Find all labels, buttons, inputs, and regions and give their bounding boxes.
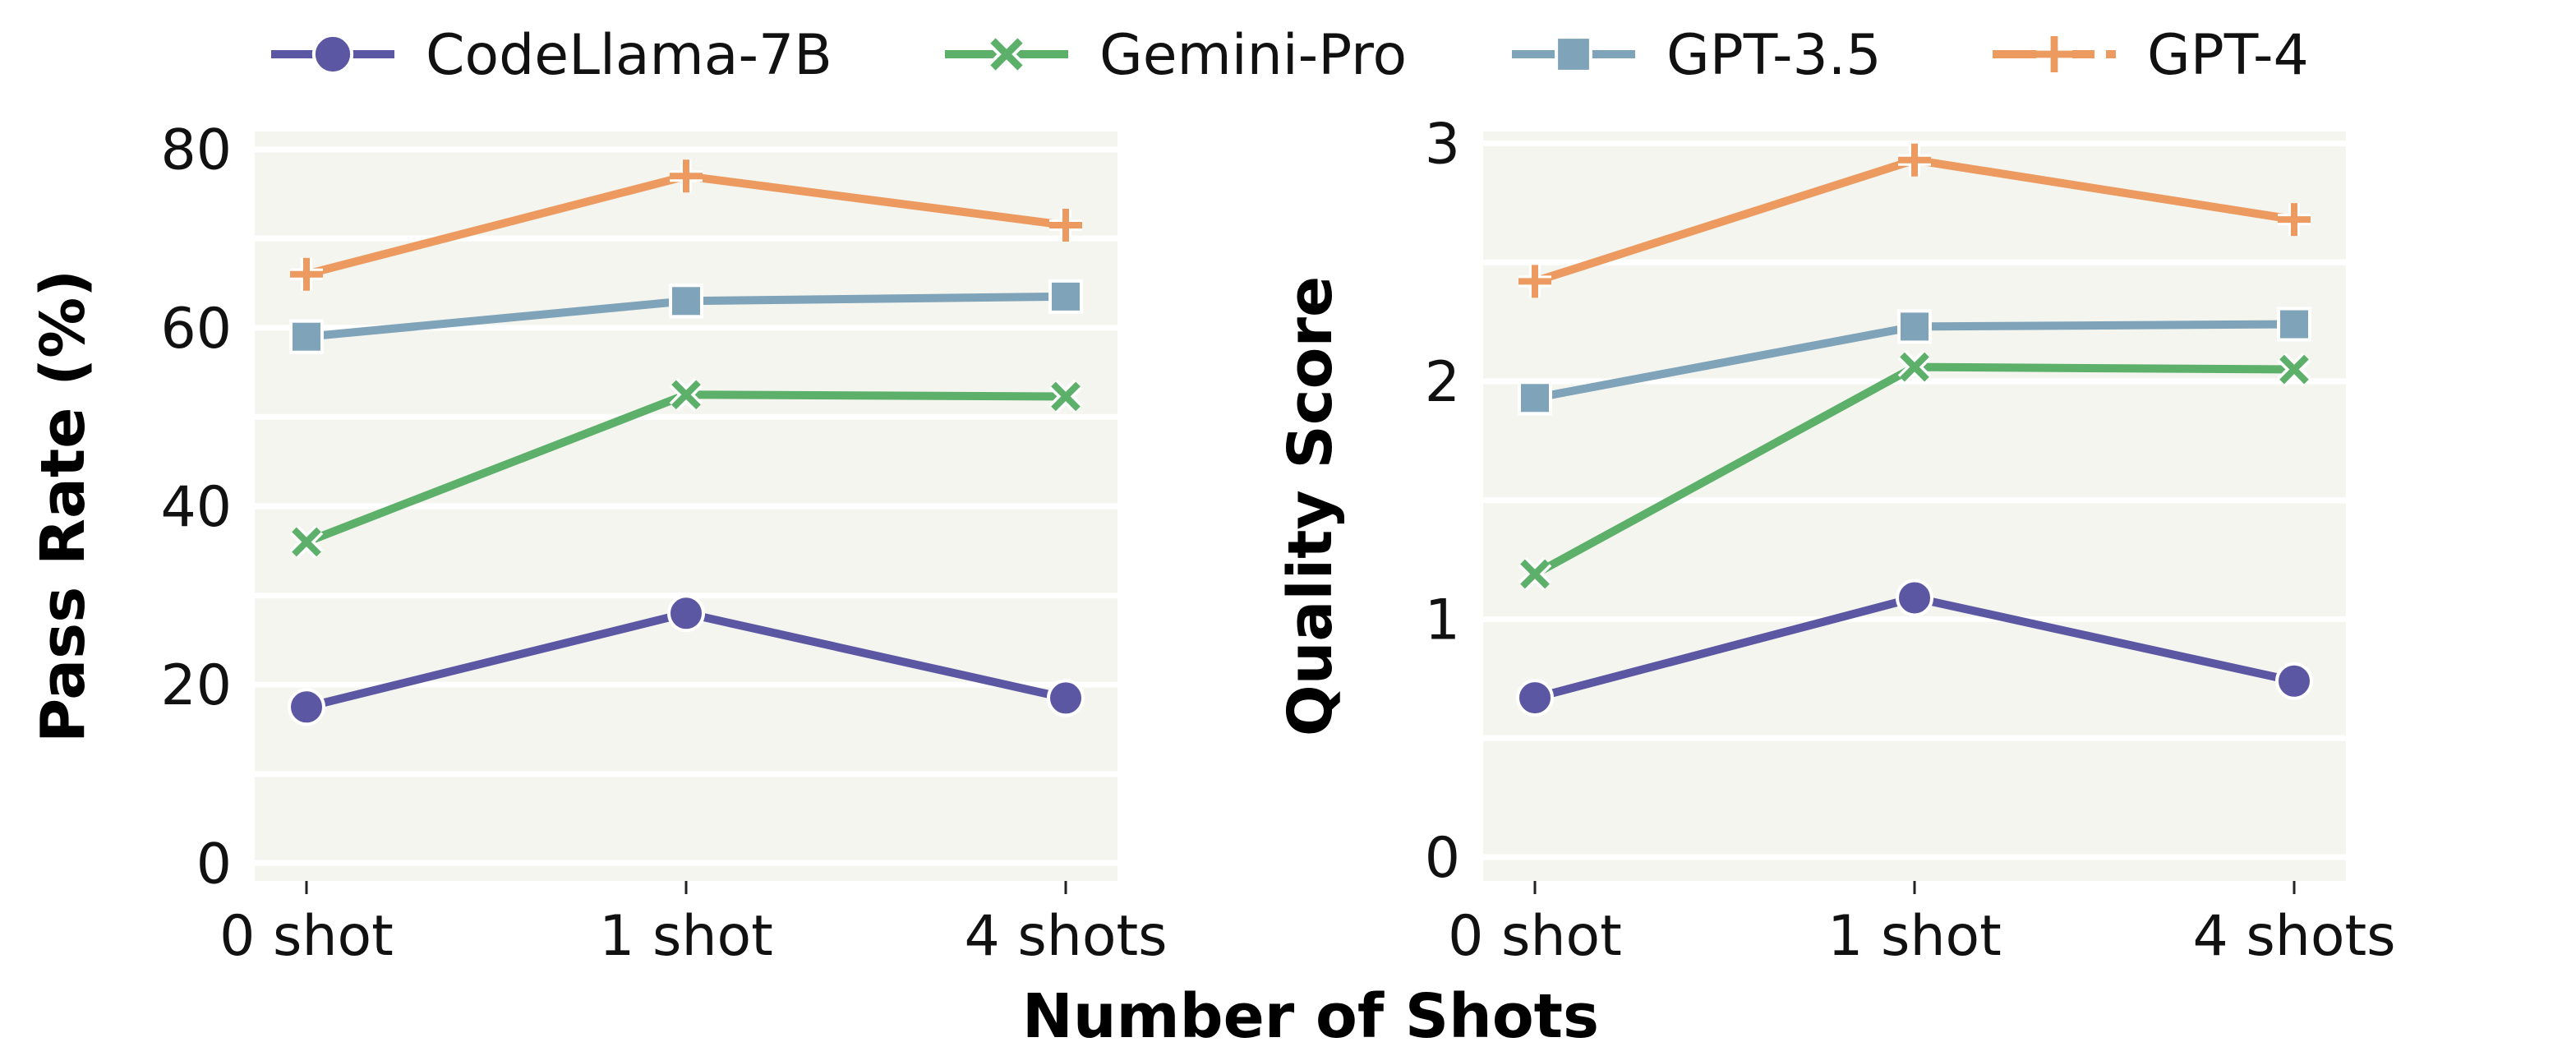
data-point — [1516, 679, 1554, 717]
y-tick-label: 3 — [1425, 112, 1460, 177]
x-tick-label: 1 shot — [599, 904, 773, 969]
legend-entry-gpt-3-5: GPT-3.5 — [1512, 23, 1882, 88]
legend: CodeLlama-7B Gemini-Pro GPT-3.5 GPT-4 — [271, 23, 2309, 88]
series-gpt-3-5 — [289, 279, 1083, 354]
series-codellama-7b — [288, 594, 1085, 726]
legend-entry-gemini-pro: Gemini-Pro — [945, 23, 1407, 88]
legend-label: GPT-4 — [2147, 23, 2309, 88]
y-tick-label: 40 — [160, 475, 232, 540]
y-tick-label: 60 — [160, 297, 232, 362]
data-point — [1898, 143, 1931, 177]
data-point — [670, 159, 703, 193]
data-point — [669, 377, 703, 412]
data-point — [290, 257, 323, 291]
legend-label: Gemini-Pro — [1099, 23, 1407, 88]
data-point — [289, 319, 324, 354]
data-point — [1518, 380, 1552, 416]
x-tick-label: 4 shots — [2192, 904, 2395, 969]
data-point — [1518, 557, 1552, 591]
y-tick-label: 0 — [196, 832, 232, 897]
x-axis-title: Number of Shots — [1022, 981, 1599, 1052]
data-point — [1049, 209, 1082, 242]
series-gpt-3-5 — [1518, 307, 2311, 416]
data-point — [1047, 679, 1085, 717]
data-point — [288, 688, 325, 726]
legend-label: GPT-3.5 — [1666, 23, 1882, 88]
x-tick-label: 0 shot — [1448, 904, 1622, 969]
x-tick-label: 0 shot — [219, 904, 394, 969]
y-tick-label: 2 — [1425, 350, 1460, 415]
legend-entry-gpt-4: GPT-4 — [1993, 23, 2309, 88]
data-point — [1518, 265, 1551, 298]
data-point — [1897, 350, 1932, 384]
data-point — [667, 594, 705, 633]
legend-marker — [988, 35, 1025, 73]
series-gpt-4 — [290, 159, 1082, 291]
legend-marker — [1555, 35, 1592, 73]
plot-area — [1483, 131, 2346, 881]
legend-marker — [2036, 36, 2072, 72]
quality-score-chart: 0 1 2 3 0 shot 1 shot 4 shots Quality Score — [1275, 112, 2396, 969]
data-point — [1896, 579, 1933, 617]
pass-rate-chart: 0 20 40 60 80 0 shot 1 shot 4 shots Pass Rate (%… — [28, 118, 1168, 969]
x-tick-label: 1 shot — [1827, 904, 2002, 969]
legend-marker — [311, 33, 354, 76]
data-point — [2277, 353, 2311, 386]
x-tick-label: 4 shots — [964, 904, 1167, 969]
y-tick-label: 1 — [1425, 588, 1460, 653]
y-tick-label: 20 — [160, 653, 232, 718]
data-point — [289, 525, 324, 559]
series-gpt-4 — [1518, 143, 2311, 298]
data-point — [1897, 309, 1932, 344]
y-tick-label: 80 — [160, 118, 232, 183]
y-axis-title: Quality Score — [1275, 276, 1346, 736]
legend-entry-codellama-7b: CodeLlama-7B — [271, 23, 832, 88]
series-codellama-7b — [1516, 579, 2313, 717]
y-tick-label: 0 — [1425, 826, 1460, 891]
data-point — [2278, 203, 2311, 237]
series-gemini-pro — [289, 377, 1083, 559]
legend-label: CodeLlama-7B — [426, 23, 832, 88]
data-point — [2277, 307, 2311, 342]
data-point — [2275, 662, 2313, 700]
data-point — [1048, 380, 1083, 413]
data-point — [1048, 279, 1083, 314]
y-axis-title: Pass Rate (%) — [28, 270, 99, 743]
data-point — [669, 284, 703, 319]
series-gemini-pro — [1518, 350, 2311, 591]
